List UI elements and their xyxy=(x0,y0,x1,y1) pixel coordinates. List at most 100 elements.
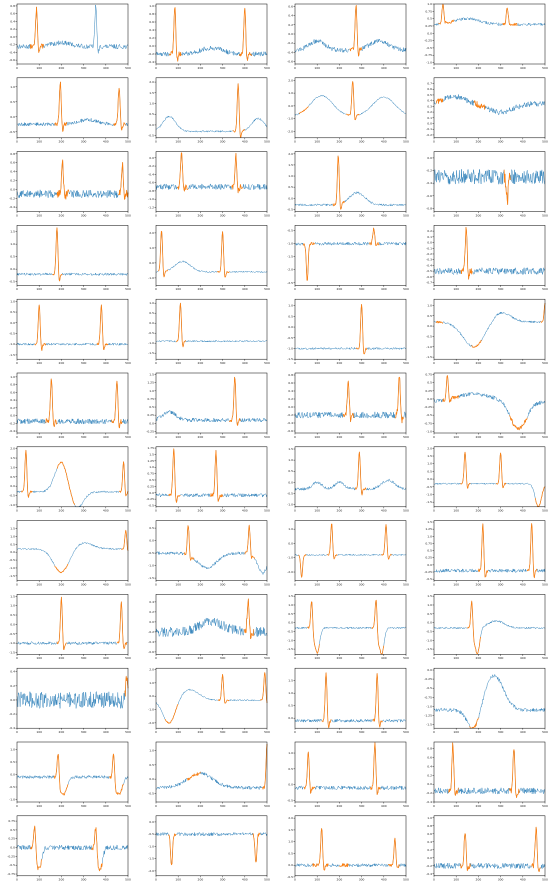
y-tick-label: 0.0 xyxy=(288,405,293,409)
y-tick-label: -0.4 xyxy=(426,800,432,804)
y-tick-label: -0.25 xyxy=(424,677,432,681)
y-tick-label: 1.25 xyxy=(147,381,154,385)
y-tick-label: 0.75 xyxy=(425,9,432,13)
highlighted-segment xyxy=(467,600,481,655)
x-tick-label: 100 xyxy=(36,287,42,291)
highlighted-segment xyxy=(349,4,362,57)
x-tick-label: 200 xyxy=(59,287,65,291)
y-tick-label: 0.8 xyxy=(427,747,432,751)
axes-frame xyxy=(16,3,129,65)
axes-frame xyxy=(155,741,268,803)
x-tick-label: 300 xyxy=(498,213,504,217)
y-tick-label: 0.5 xyxy=(427,469,432,473)
y-tick-label: 0.8 xyxy=(427,824,432,828)
x-tick-label: 400 xyxy=(103,287,109,291)
x-tick-label: 400 xyxy=(381,730,387,734)
x-tick-label: 100 xyxy=(453,730,459,734)
y-tick-label: 0.5 xyxy=(10,310,15,314)
y-tick-label: 0.0 xyxy=(149,694,154,698)
y-tick-label: -1.5 xyxy=(287,357,293,361)
y-tick-label: -2.0 xyxy=(148,721,154,725)
y-tick-label: 0.4 xyxy=(10,170,15,174)
x-tick-label: 400 xyxy=(520,287,526,291)
x-tick-label: 500 xyxy=(125,582,131,586)
y-tick-label: -1.0 xyxy=(148,341,154,345)
x-tick-label: 500 xyxy=(403,804,409,808)
x-tick-label: 500 xyxy=(403,730,409,734)
x-tick-label: 100 xyxy=(453,66,459,70)
y-tick-label: 0.5 xyxy=(288,767,293,771)
y-tick-label: 0.25 xyxy=(425,24,432,28)
y-tick-label: 0.2 xyxy=(427,229,432,233)
x-tick-label: 300 xyxy=(220,361,226,365)
y-tick-label: 0.0 xyxy=(288,716,293,720)
highlighted-segment xyxy=(448,742,459,796)
axes-frame xyxy=(433,77,546,139)
x-tick-label: 300 xyxy=(81,878,87,882)
y-tick-label: 0.75 xyxy=(147,397,154,401)
highlighted-segment xyxy=(502,7,518,26)
x-tick-label: 200 xyxy=(337,435,343,439)
y-tick-label: 1.5 xyxy=(149,452,154,456)
x-tick-label: 100 xyxy=(314,66,320,70)
ecg-signal-line xyxy=(155,152,268,194)
y-tick-label: 1.0 xyxy=(427,603,432,607)
y-tick-label: 0.0 xyxy=(149,156,154,160)
x-tick-label: 200 xyxy=(198,213,204,217)
highlighted-segment xyxy=(228,376,241,426)
x-tick-label: 200 xyxy=(198,361,204,365)
ecg-signal-line xyxy=(294,227,407,281)
highlighted-segment xyxy=(342,380,354,423)
axes-frame xyxy=(433,446,546,508)
y-tick-label: 0.5 xyxy=(427,17,432,21)
x-tick-label: 200 xyxy=(198,140,204,144)
ecg-signal-line xyxy=(16,304,129,351)
axes-frame xyxy=(155,520,268,581)
y-tick-label: 0.5 xyxy=(427,93,432,97)
highlighted-segment xyxy=(381,524,392,560)
x-tick-label: 0 xyxy=(294,878,296,882)
y-tick-label: 0.5 xyxy=(10,760,15,764)
ecg-signal-line xyxy=(294,672,407,729)
y-tick-label: 1.5 xyxy=(288,679,293,683)
x-tick-label: 0 xyxy=(16,287,18,291)
x-tick-label: 300 xyxy=(359,878,365,882)
x-tick-label: 100 xyxy=(314,582,320,586)
y-tick-label: 0.5 xyxy=(149,526,154,530)
x-tick-label: 200 xyxy=(476,287,482,291)
y-tick-label: -1.0 xyxy=(148,708,154,712)
highlighted-segment xyxy=(540,302,546,323)
y-tick-label: -0.6 xyxy=(148,181,154,185)
x-tick-label: 400 xyxy=(381,435,387,439)
x-tick-label: 0 xyxy=(433,287,435,291)
ecg-panel: 0 100 200 300 400 500 -0.5 0.0 0.5 1.0 1.5 2.0 xyxy=(148,77,270,144)
y-tick-label: 0.0 xyxy=(288,783,293,787)
ecg-signal-line xyxy=(433,169,546,205)
x-tick-label: 500 xyxy=(125,361,131,365)
axes-frame xyxy=(155,815,268,877)
y-tick-label: -0.1 xyxy=(426,127,432,131)
y-tick-label: 0.0 xyxy=(427,782,432,786)
y-tick-label: -1.0 xyxy=(426,638,432,642)
ecg-panel: 0 100 200 300 400 500 -1.5 -1.25 -1.0 -0.75 -0.5 -0… xyxy=(424,667,548,734)
x-tick-label: 100 xyxy=(175,66,181,70)
highlighted-segment xyxy=(243,598,255,640)
x-tick-label: 100 xyxy=(175,582,181,586)
highlighted-segment xyxy=(239,7,252,61)
y-tick-label: 1.0 xyxy=(149,389,154,393)
y-tick-label: 0.6 xyxy=(427,87,432,91)
highlighted-segment xyxy=(372,673,383,728)
y-tick-label: 1.0 xyxy=(10,534,15,538)
y-tick-label: -0.6 xyxy=(9,58,15,62)
y-tick-label: 0.0 xyxy=(427,668,432,672)
x-tick-label: 300 xyxy=(220,804,226,808)
x-tick-label: 300 xyxy=(359,656,365,660)
highlighted-segment xyxy=(121,529,129,551)
ecg-signal-line xyxy=(294,828,407,871)
ecg-panel: 0 100 200 300 400 500 -1.2 -1.0 -0.8 -0.6 -0.4 -0.2… xyxy=(148,151,270,217)
axes-frame xyxy=(433,372,546,434)
ecg-signal-line xyxy=(294,304,407,355)
x-tick-label: 100 xyxy=(175,140,181,144)
x-tick-label: 300 xyxy=(81,66,87,70)
y-tick-label: 0.5 xyxy=(10,100,15,104)
